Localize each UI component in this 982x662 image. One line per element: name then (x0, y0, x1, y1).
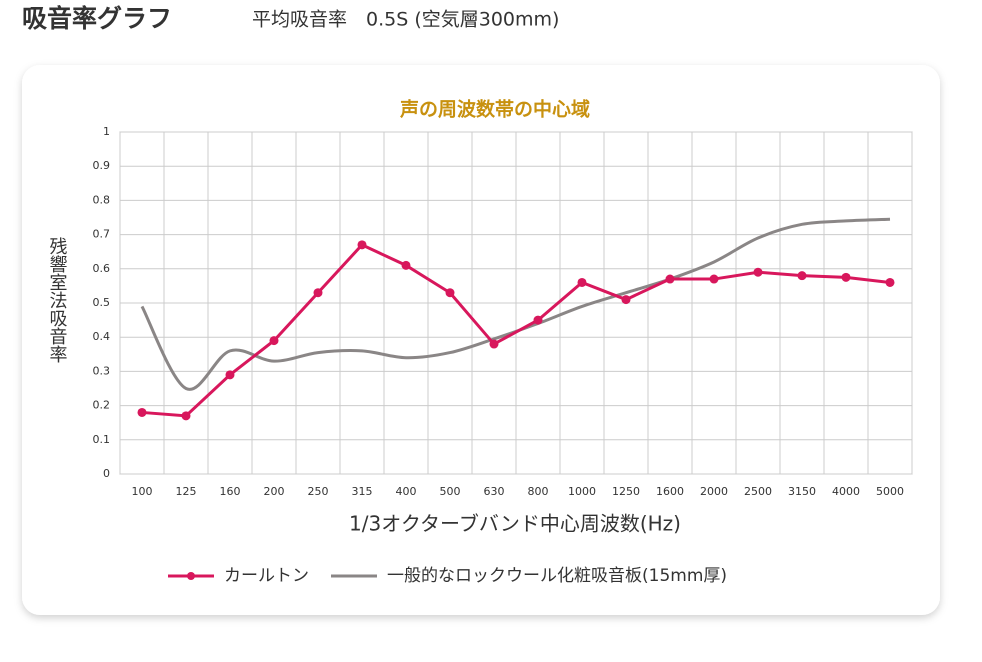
data-point (753, 267, 763, 277)
legend-label: カールトン (224, 566, 309, 586)
data-point (401, 260, 411, 270)
y-tick-label: 0.7 (93, 228, 111, 241)
data-point (137, 407, 147, 417)
x-tick-label: 3150 (788, 485, 816, 498)
x-tick-label: 1000 (568, 485, 596, 498)
x-axis-label: 1/3オクターブバンド中心周波数(Hz) (349, 512, 681, 536)
x-tick-label: 630 (484, 485, 505, 498)
y-tick-label: 0.5 (93, 296, 111, 309)
data-point (665, 274, 675, 284)
data-point (533, 315, 543, 325)
data-point (797, 271, 807, 281)
data-point (489, 339, 499, 349)
data-point (445, 288, 455, 298)
x-tick-label: 125 (176, 485, 197, 498)
data-point (181, 411, 191, 421)
data-point (269, 336, 279, 346)
y-tick-label: 0.8 (93, 193, 111, 206)
x-tick-label: 4000 (832, 485, 860, 498)
data-point (357, 240, 367, 250)
series-line (140, 217, 891, 391)
data-point (225, 370, 235, 380)
annotation: 声の周波数帯の中心域 (399, 98, 590, 121)
legend-marker (187, 572, 195, 580)
x-tick-label: 500 (440, 485, 461, 498)
data-point (841, 272, 851, 282)
legend-label: 一般的なロックウール化粧吸音板(15mm厚) (387, 566, 727, 586)
y-tick-label: 0.4 (93, 330, 111, 343)
series-line (141, 243, 891, 418)
y-tick-label: 0.9 (93, 159, 111, 172)
y-tick-label: 1 (103, 125, 110, 138)
data-point (885, 277, 895, 287)
x-tick-label: 1250 (612, 485, 640, 498)
y-tick-label: 0.1 (93, 433, 111, 446)
x-tick-label: 2500 (744, 485, 772, 498)
y-tick-label: 0.3 (93, 364, 111, 377)
chart-subtitle: 平均吸音率 0.5S (空気層300mm) (252, 9, 559, 31)
y-axis-label: 残響室法吸音率 (47, 237, 68, 363)
data-point (621, 295, 631, 305)
chart-title: 吸音率グラフ (22, 4, 172, 33)
data-point (313, 288, 323, 298)
y-tick-label: 0.6 (93, 262, 111, 275)
y-tick-label: 0 (103, 467, 110, 480)
y-tick-label: 0.2 (93, 399, 111, 412)
x-tick-label: 5000 (876, 485, 904, 498)
x-tick-label: 100 (132, 485, 153, 498)
x-tick-label: 800 (528, 485, 549, 498)
x-tick-label: 160 (220, 485, 241, 498)
x-tick-label: 315 (352, 485, 373, 498)
x-tick-label: 400 (396, 485, 417, 498)
data-point (577, 277, 587, 287)
x-tick-label: 1600 (656, 485, 684, 498)
x-tick-label: 200 (264, 485, 285, 498)
data-point (709, 274, 719, 284)
x-tick-label: 2000 (700, 485, 728, 498)
x-tick-label: 250 (308, 485, 329, 498)
